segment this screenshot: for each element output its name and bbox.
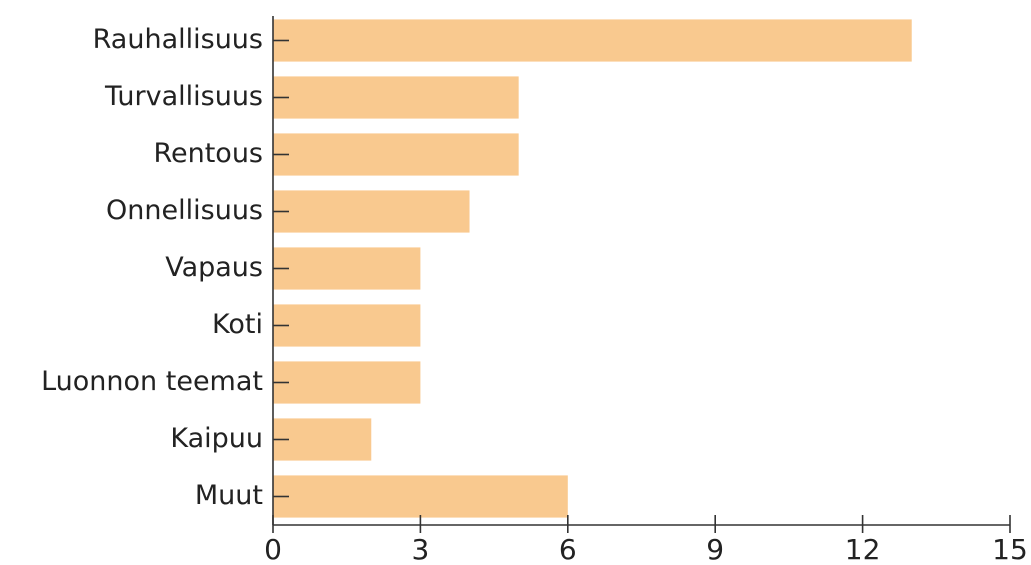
bar — [273, 190, 470, 233]
x-tick-label: 0 — [264, 533, 282, 565]
y-tick-label: Turvallisuus — [104, 81, 263, 112]
bar — [273, 361, 421, 404]
bar — [273, 475, 568, 518]
bar — [273, 304, 421, 347]
y-tick-label: Rauhallisuus — [93, 24, 263, 55]
y-tick-label: Onnellisuus — [106, 195, 263, 226]
x-tick-label: 9 — [706, 533, 724, 565]
y-tick-label: Muut — [195, 480, 263, 511]
x-tick-label: 6 — [559, 533, 577, 565]
x-tick-label: 3 — [411, 533, 429, 565]
y-tick-label: Kaipuu — [170, 423, 263, 454]
x-tick-label: 15 — [992, 533, 1028, 565]
y-tick-label: Vapaus — [165, 252, 263, 283]
y-tick-label: Koti — [212, 309, 263, 340]
bar — [273, 247, 421, 290]
x-tick-label: 12 — [845, 533, 881, 565]
bar — [273, 76, 519, 119]
bar — [273, 19, 912, 62]
y-tick-label: Rentous — [153, 138, 263, 169]
bar — [273, 133, 519, 176]
y-tick-label: Luonnon teemat — [41, 366, 263, 397]
bar — [273, 418, 372, 461]
